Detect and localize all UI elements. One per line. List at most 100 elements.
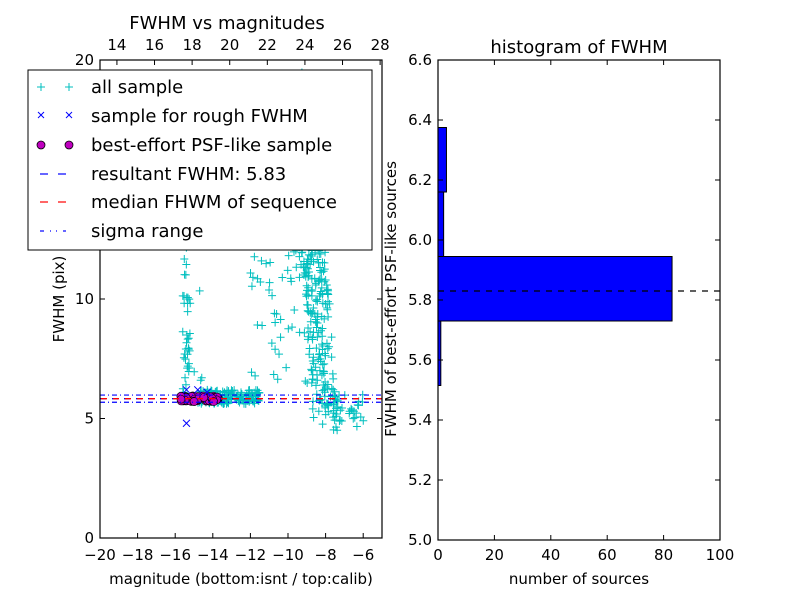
all-sample-point xyxy=(321,403,330,412)
histogram-bar xyxy=(437,256,673,322)
all-sample-point xyxy=(295,252,304,261)
top-x-tick-label: 18 xyxy=(183,36,202,54)
all-sample-point xyxy=(338,404,347,413)
all-sample-point xyxy=(318,341,327,350)
all-sample-point xyxy=(184,367,193,376)
all-sample-point xyxy=(297,260,306,269)
histogram-ylabel: FWHM of best-effort PSF-like sources xyxy=(382,161,400,437)
all-sample-point xyxy=(268,291,277,300)
y-tick-label: 6.0 xyxy=(408,231,432,249)
y-tick-label: 10 xyxy=(75,290,94,308)
y-tick-label: 5.2 xyxy=(408,471,432,489)
all-sample-point xyxy=(306,260,315,269)
all-sample-point xyxy=(324,312,333,321)
all-sample-point xyxy=(265,278,274,287)
x-tick-label: 80 xyxy=(654,546,673,564)
all-sample-point xyxy=(322,286,331,295)
all-sample-point xyxy=(305,350,314,359)
legend-box xyxy=(27,69,373,251)
x-tick-label: −16 xyxy=(159,546,191,564)
all-sample-point xyxy=(312,323,321,332)
x-tick-label: −20 xyxy=(84,546,116,564)
all-sample-point xyxy=(327,353,336,362)
x-tick-label: 60 xyxy=(598,546,617,564)
all-sample-point xyxy=(256,278,265,287)
all-sample-point xyxy=(272,309,281,318)
all-sample-point xyxy=(312,381,321,390)
all-sample-point xyxy=(303,379,312,388)
all-sample-point xyxy=(230,386,239,395)
all-sample-point xyxy=(319,369,328,378)
all-sample-point xyxy=(228,387,237,396)
all-sample-point xyxy=(290,306,299,315)
all-sample-point xyxy=(284,251,293,260)
all-sample-point xyxy=(309,304,318,313)
all-sample-point xyxy=(306,251,315,260)
top-x-tick-label: 16 xyxy=(145,36,164,54)
x-tick-label: −8 xyxy=(315,546,337,564)
y-tick-label: 20 xyxy=(75,51,94,69)
all-sample-point xyxy=(183,362,192,371)
all-sample-point xyxy=(317,283,326,292)
all-sample-point xyxy=(314,407,323,416)
all-sample-point xyxy=(324,290,333,299)
all-sample-point xyxy=(311,280,320,289)
all-sample-point xyxy=(273,375,282,384)
x-tick-label: 40 xyxy=(541,546,560,564)
all-sample-point xyxy=(178,291,187,300)
scatter-xlabel: magnitude (bottom:isnt / top:calib) xyxy=(109,570,373,588)
top-x-tick-label: 14 xyxy=(107,36,126,54)
legend: all sample sample for rough FWHM best-ef… xyxy=(27,69,373,251)
x-tick-label: −12 xyxy=(235,546,267,564)
x-tick-label: 100 xyxy=(706,546,735,564)
all-sample-point xyxy=(253,320,262,329)
rough-sample-point xyxy=(193,385,202,394)
all-sample-point xyxy=(329,374,338,383)
all-sample-point xyxy=(316,275,325,284)
all-sample-point xyxy=(317,268,326,277)
x-tick-label: −14 xyxy=(197,546,229,564)
all-sample-point xyxy=(325,342,334,351)
all-sample-point xyxy=(185,329,194,338)
legend-label: median FHWM of sequence xyxy=(91,192,337,213)
histogram-xlabel: number of sources xyxy=(509,570,649,588)
all-sample-point xyxy=(313,295,322,304)
all-sample-point xyxy=(309,397,318,406)
all-sample-point xyxy=(282,363,291,372)
all-sample-point xyxy=(318,332,327,341)
all-sample-point xyxy=(262,259,271,268)
circle-marker-icon xyxy=(36,140,74,150)
all-sample-point xyxy=(304,250,313,259)
all-sample-point xyxy=(304,332,313,341)
all-sample-point xyxy=(317,340,326,349)
x-tick-label: 0 xyxy=(433,546,443,564)
all-sample-point xyxy=(313,333,322,342)
histogram-bar xyxy=(437,191,445,257)
y-tick-label: 5.8 xyxy=(408,291,432,309)
all-sample-point xyxy=(308,333,317,342)
psf-sample-point xyxy=(199,393,209,402)
all-sample-point xyxy=(270,309,279,318)
scatter-ylabel: FWHM (pix) xyxy=(50,256,68,343)
all-sample-point xyxy=(237,388,246,397)
all-sample-point xyxy=(323,304,332,313)
all-sample-point xyxy=(304,323,313,332)
all-sample-point xyxy=(318,420,327,429)
histogram-plot-area xyxy=(437,127,720,386)
all-sample-point xyxy=(183,299,192,308)
all-sample-point xyxy=(359,416,368,425)
all-sample-point xyxy=(275,350,284,359)
all-sample-point xyxy=(182,338,191,347)
all-sample-point xyxy=(287,277,296,286)
all-sample-point xyxy=(333,426,342,435)
all-sample-point xyxy=(271,318,280,327)
legend-entry-psf-sample: best-effort PSF-like sample xyxy=(36,135,332,156)
all-sample-point xyxy=(335,417,344,426)
legend-entry-median-fwhm: median FHWM of sequence xyxy=(40,192,337,213)
scatter-axes: FWHM vs magnitudes −20 −18 −16 −14 −12 −10 −8−… xyxy=(27,13,390,588)
all-sample-point xyxy=(352,422,361,431)
all-sample-point xyxy=(315,276,324,285)
all-sample-point xyxy=(183,350,192,359)
all-sample-point xyxy=(251,371,260,380)
all-sample-point xyxy=(308,308,317,317)
